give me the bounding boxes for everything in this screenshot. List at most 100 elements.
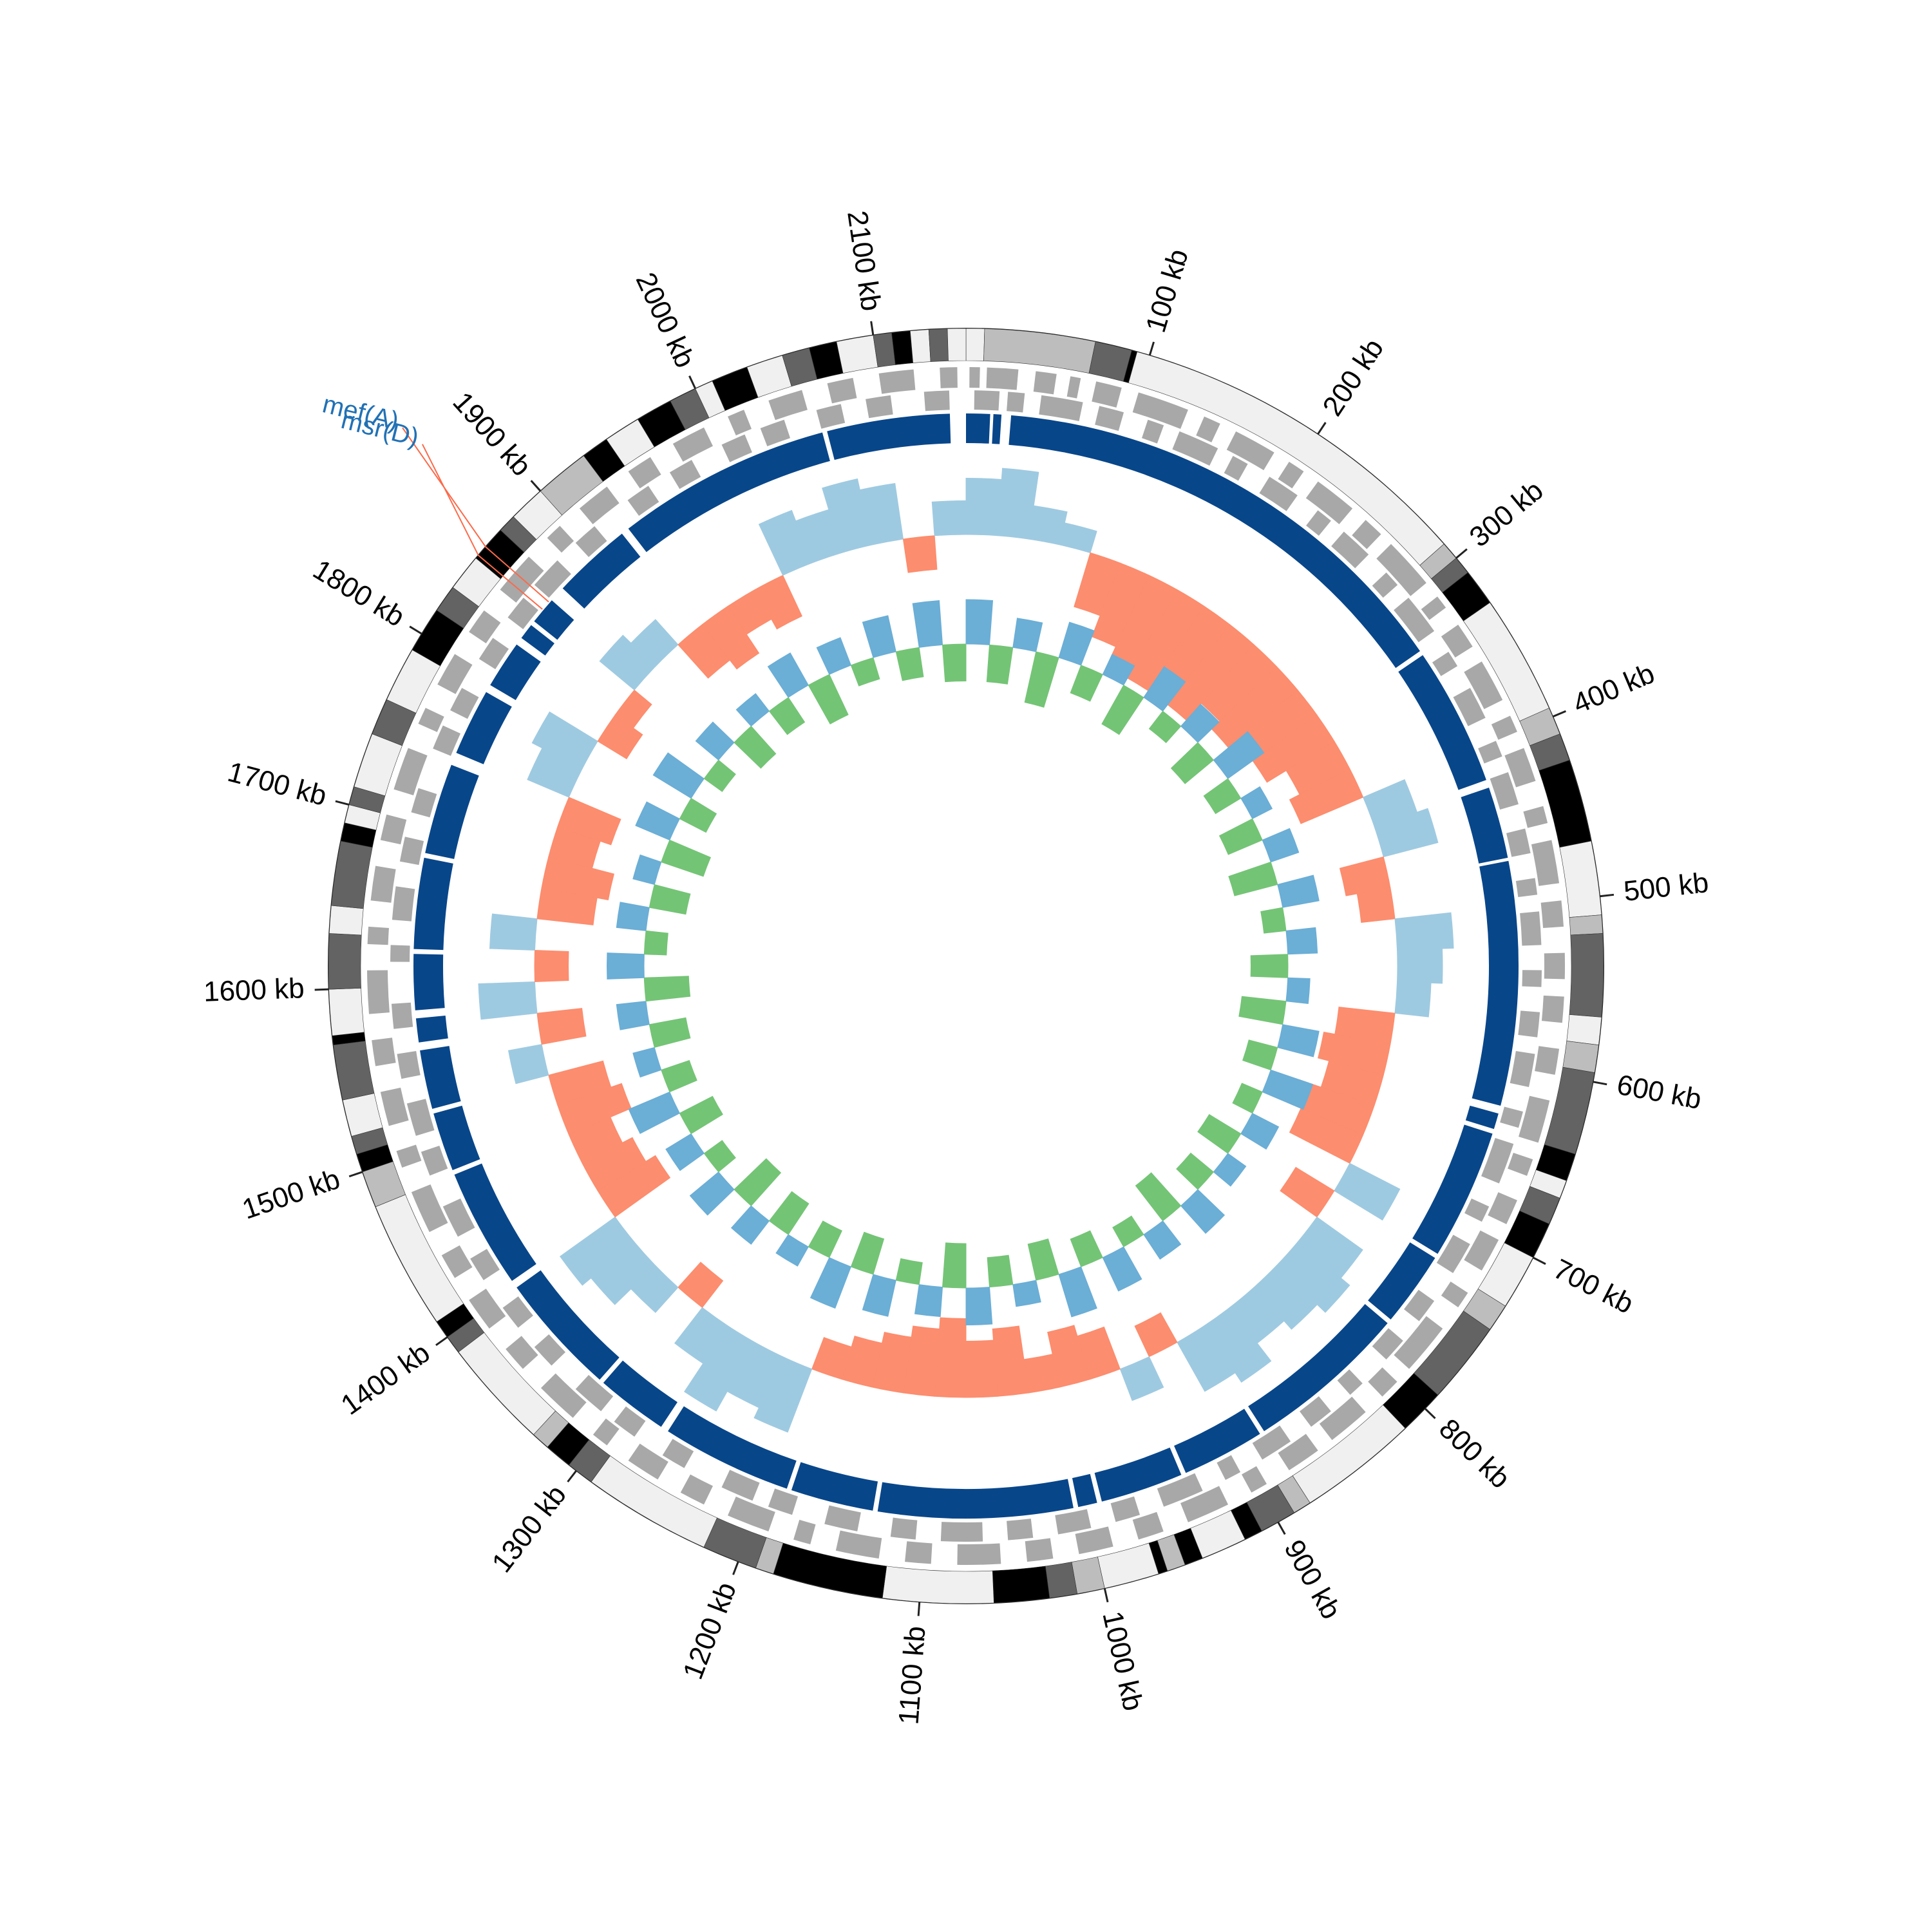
homology-block — [420, 1046, 461, 1109]
gene — [680, 1474, 713, 1505]
homology-block — [1174, 1408, 1260, 1473]
homology-block — [521, 625, 554, 656]
track-bar — [689, 1171, 735, 1216]
contig-segment — [965, 328, 985, 361]
homology-block — [668, 1406, 797, 1489]
track-bar — [1262, 828, 1300, 863]
gene — [1132, 392, 1188, 430]
gene — [1242, 1466, 1267, 1493]
gene — [1180, 1486, 1229, 1522]
track-bar — [934, 1317, 967, 1398]
track-bar — [679, 797, 717, 833]
track-bar — [1318, 1032, 1391, 1076]
contig-segment — [992, 1566, 1050, 1604]
track-bar — [942, 643, 967, 683]
gene — [1506, 828, 1531, 857]
gene — [827, 377, 857, 404]
gene — [662, 1439, 694, 1468]
gene — [940, 1522, 983, 1542]
track-bar — [931, 500, 967, 536]
contig-segment — [1569, 933, 1604, 1018]
gene — [1421, 596, 1446, 620]
track-bar — [1285, 927, 1318, 955]
track-bar — [1134, 1312, 1178, 1358]
homology-block — [534, 600, 574, 640]
track-bar — [768, 1191, 810, 1235]
track-bar — [841, 1335, 883, 1388]
gene — [367, 926, 389, 945]
track-bar — [541, 856, 614, 900]
homology-block — [413, 857, 453, 951]
gene — [470, 1249, 500, 1280]
track-bar — [632, 1046, 662, 1078]
gene — [1066, 376, 1081, 399]
contig-segment — [1097, 1542, 1159, 1589]
track-bar — [557, 797, 621, 846]
contig-segment — [333, 1041, 375, 1101]
gene — [824, 1505, 861, 1531]
tick-mark — [314, 988, 329, 991]
track-bar — [850, 1231, 885, 1275]
gene — [923, 390, 950, 412]
gene — [397, 1051, 421, 1079]
track-bar — [1012, 618, 1043, 652]
homology-block — [1461, 787, 1508, 864]
gene — [1092, 381, 1122, 408]
track-bar — [768, 697, 806, 735]
gene — [1490, 772, 1519, 810]
gene — [721, 434, 752, 462]
gene — [835, 1530, 882, 1559]
gene — [579, 486, 620, 524]
gene — [768, 390, 808, 421]
track-bar — [902, 1325, 940, 1397]
track-bar — [1058, 621, 1095, 666]
gene — [1337, 1369, 1363, 1395]
homology-block — [1248, 1303, 1388, 1432]
gene — [502, 1296, 533, 1328]
gene — [1436, 1235, 1470, 1273]
tick-label: 300 kb — [1464, 475, 1549, 553]
track-bar — [1260, 907, 1287, 934]
track-bar — [536, 1008, 587, 1045]
gene — [1544, 952, 1565, 980]
gene — [433, 725, 461, 756]
track-bar — [661, 1059, 697, 1093]
track-bar — [1356, 887, 1396, 923]
gene — [1278, 1434, 1318, 1471]
homology-block — [1472, 860, 1519, 1106]
track-bar — [912, 600, 943, 648]
gene — [628, 457, 661, 489]
homology-block — [827, 413, 951, 460]
homology-block — [603, 1360, 677, 1427]
track-bar — [661, 839, 711, 877]
gene — [1033, 371, 1057, 395]
track-bar — [1058, 1266, 1097, 1318]
gene — [1141, 419, 1164, 444]
gene — [575, 526, 607, 558]
track-bar — [734, 725, 777, 769]
gene — [1510, 1051, 1535, 1088]
gene — [392, 886, 415, 922]
tick-label: 1800 kb — [308, 554, 410, 633]
track-bar — [548, 1060, 612, 1106]
tick-label: 1900 kb — [446, 386, 537, 482]
tick-mark — [567, 1470, 578, 1482]
gene — [1535, 1046, 1560, 1075]
track-bar — [614, 689, 652, 729]
gene — [1352, 520, 1381, 549]
contig-segment — [882, 1566, 994, 1604]
gene — [1039, 395, 1083, 422]
homology-block — [877, 1479, 1074, 1519]
tick-label: 1100 kb — [893, 1625, 931, 1725]
track-bar — [1339, 856, 1391, 896]
gene — [441, 1245, 473, 1278]
gene — [1518, 1010, 1540, 1037]
gene — [500, 556, 544, 603]
track-bar — [582, 1137, 647, 1191]
gene — [866, 395, 893, 419]
track-bar — [965, 1287, 993, 1326]
contig-segment — [1559, 840, 1602, 918]
gene — [1488, 1192, 1517, 1224]
track-bar — [1180, 1189, 1226, 1234]
